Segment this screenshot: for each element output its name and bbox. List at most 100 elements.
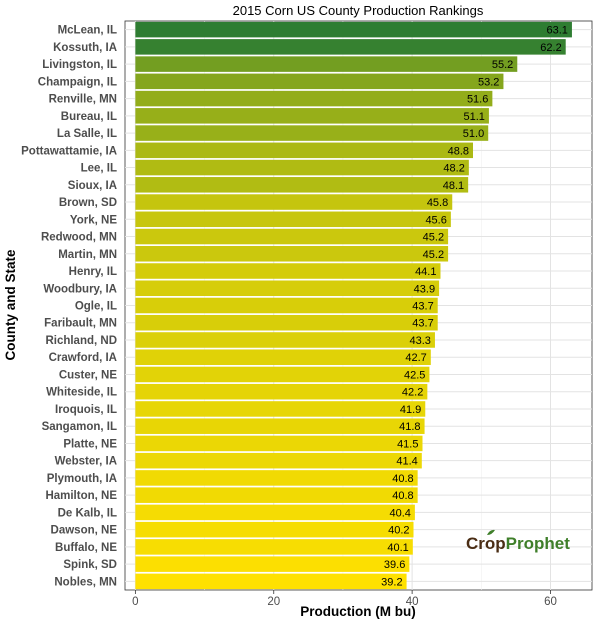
y-tick-label: Henry, IL — [69, 266, 117, 278]
bar — [135, 297, 438, 314]
y-tick-label: Whiteside, IL — [46, 387, 117, 399]
bar-value-label: 45.8 — [427, 197, 448, 209]
y-tick-label: Plymouth, IA — [47, 473, 117, 485]
y-tick-label: York, NE — [70, 214, 117, 226]
bar-value-label: 44.1 — [415, 266, 436, 278]
y-tick-label: Spink, SD — [63, 559, 117, 571]
y-tick-label: Martin, MN — [58, 249, 117, 261]
bar-value-label: 39.6 — [384, 559, 405, 571]
x-tick-label: 40 — [406, 596, 419, 608]
bar — [135, 246, 449, 262]
bar-value-label: 45.6 — [425, 214, 446, 226]
bar-value-label: 39.2 — [381, 576, 402, 588]
cropprophet-logo: CropProphet — [466, 529, 570, 553]
bar-value-label: 48.8 — [448, 145, 469, 157]
bar — [135, 573, 407, 590]
svg-text:CropProphet: CropProphet — [466, 534, 570, 553]
y-tick-label: Brown, SD — [59, 197, 117, 209]
y-tick-label: Champaign, IL — [38, 76, 117, 88]
y-tick-label: Custer, NE — [59, 369, 117, 381]
bar-value-label: 53.2 — [478, 76, 499, 88]
bar — [135, 556, 410, 572]
y-tick-label: Lee, IL — [81, 163, 117, 175]
y-tick-label: Faribault, MN — [44, 318, 117, 330]
bar — [135, 211, 451, 228]
bar-value-label: 51.1 — [463, 111, 484, 123]
y-tick-label: De Kalb, IL — [58, 507, 117, 519]
bar — [135, 332, 435, 348]
bar — [135, 487, 418, 503]
bar-value-label: 55.2 — [492, 59, 513, 71]
y-tick-label: Bureau, IL — [61, 111, 117, 123]
bar-value-label: 40.8 — [392, 473, 413, 485]
bar — [135, 142, 474, 159]
y-tick-label: Ogle, IL — [75, 301, 117, 313]
bar — [135, 108, 489, 124]
bar-value-label: 43.3 — [410, 335, 431, 347]
y-tick-label: Platte, NE — [63, 438, 117, 450]
bar-value-label: 43.7 — [412, 301, 433, 313]
bar-value-label: 40.4 — [389, 507, 410, 519]
y-tick-label: Redwood, MN — [41, 232, 117, 244]
logo-text-prophet: Prophet — [506, 534, 571, 553]
leaf-icon — [487, 529, 495, 535]
bar — [135, 401, 426, 417]
x-tick-label: 20 — [267, 596, 280, 608]
y-tick-label: Buffalo, NE — [55, 542, 117, 554]
y-tick-label: Webster, IA — [55, 456, 117, 468]
bar — [135, 56, 518, 72]
bar — [135, 418, 425, 434]
y-tick-label: Hamilton, NE — [45, 490, 117, 502]
bar-value-label: 41.5 — [397, 438, 418, 450]
y-tick-labels: McLean, IL Kossuth, IA Livingston, IL Champ… — [21, 25, 117, 589]
y-tick-label: Woodbury, IA — [43, 283, 117, 295]
bar — [135, 435, 423, 452]
y-tick-label: Sangamon, IL — [42, 421, 117, 433]
bar — [135, 314, 438, 331]
y-axis-label: County and State — [3, 249, 18, 360]
bar-value-label: 42.5 — [404, 369, 425, 381]
bar — [135, 452, 422, 469]
bar — [135, 125, 489, 141]
bar-value-label: 40.2 — [388, 525, 409, 537]
bar — [135, 280, 440, 297]
y-tick-label: La Salle, IL — [57, 128, 117, 140]
y-tick-label: Iroquois, IL — [55, 404, 117, 416]
x-tick-label: 0 — [132, 596, 138, 608]
x-tick-labels: 0 20 40 60 — [132, 590, 557, 608]
bar-value-label: 48.2 — [443, 163, 464, 175]
logo-text-crop: Crop — [466, 534, 506, 553]
chart-title: 2015 Corn US County Production Rankings — [233, 3, 484, 18]
bar-value-label: 42.7 — [405, 352, 426, 364]
y-tick-label: Nobles, MN — [54, 576, 117, 588]
bar-value-label: 63.1 — [547, 25, 568, 37]
bar — [135, 90, 493, 107]
y-tick-label: Livingston, IL — [42, 59, 117, 71]
y-tick-label: Pottawattamie, IA — [21, 145, 117, 157]
bar-value-label: 41.9 — [400, 404, 421, 416]
bar-value-label: 43.7 — [412, 318, 433, 330]
y-tick-label: Richland, ND — [45, 335, 117, 347]
bars — [135, 21, 572, 590]
bar-value-label: 40.8 — [392, 490, 413, 502]
bar-value-label: 41.8 — [399, 421, 420, 433]
bar — [135, 539, 413, 555]
y-tick-label: Kossuth, IA — [53, 42, 117, 54]
bar — [135, 366, 430, 383]
y-tick-label: McLean, IL — [58, 25, 117, 37]
bar-value-label: 62.2 — [540, 42, 561, 54]
bar-value-label: 51.6 — [467, 94, 488, 106]
bar — [135, 159, 469, 176]
bar-value-label: 41.4 — [396, 456, 417, 468]
x-axis-label: Production (M bu) — [300, 604, 415, 619]
y-tick-label: Renville, MN — [49, 94, 117, 106]
bar — [135, 470, 418, 486]
bar — [135, 73, 504, 90]
y-tick-label: Sioux, IA — [68, 180, 117, 192]
bar — [135, 177, 469, 193]
y-tick-label: Dawson, NE — [51, 525, 118, 537]
bar-value-label: 51.0 — [463, 128, 484, 140]
bar — [135, 228, 449, 245]
bar — [135, 21, 572, 38]
